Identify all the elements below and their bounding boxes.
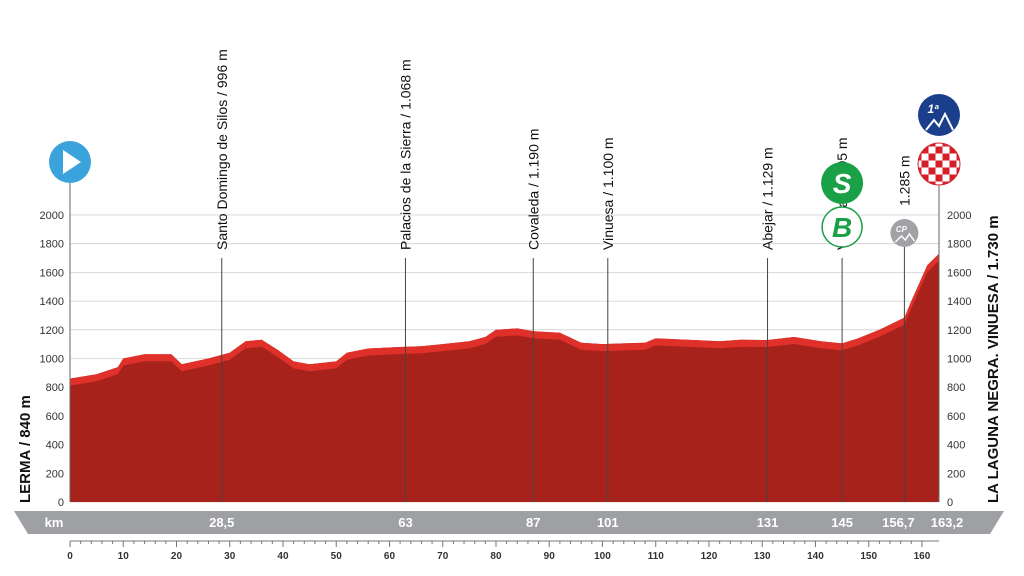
y-tick-label: 600 — [947, 411, 965, 423]
y-tick-label: 800 — [46, 382, 64, 394]
x-tick-label: 130 — [754, 551, 771, 562]
waypoint-label: 1.285 m — [896, 155, 912, 206]
y-tick-label: 600 — [46, 411, 64, 423]
waypoint-labels: Santo Domingo de Silos / 996 m Palacios d… — [214, 49, 913, 250]
x-tick-label: 100 — [594, 551, 611, 562]
y-tick-label: 400 — [947, 440, 965, 452]
x-tick-label: 10 — [118, 551, 130, 562]
profile-area — [70, 253, 939, 502]
y-axis-left: 0 200 400 600 800 1000 1200 1400 1600 1800 2000 — [40, 210, 64, 509]
y-tick-label: 0 — [58, 497, 64, 509]
stage-icons: SB CP 1ª — [49, 94, 961, 248]
km-bar-value: 28,5 — [209, 515, 234, 530]
x-tick-label: 150 — [860, 551, 877, 562]
x-tick-label: 110 — [648, 551, 665, 562]
x-tick-label: 20 — [171, 551, 183, 562]
y-tick-label: 0 — [947, 497, 953, 509]
y-tick-label: 400 — [46, 440, 64, 452]
checkered-flag-icon — [917, 142, 961, 186]
km-bar-value: 101 — [597, 515, 619, 530]
x-axis: 0 10 20 30 40 50 60 70 80 90 100 110 120 130 140 150 160 — [67, 540, 939, 562]
x-tick-label: 0 — [67, 551, 73, 562]
y-tick-label: 1800 — [947, 239, 971, 251]
waypoint-label: Covaleda / 1.190 m — [525, 129, 541, 250]
checkpoint-icon: CP — [890, 219, 919, 247]
start-label: LERMA / 840 m — [17, 395, 34, 503]
km-bar-value: 156,7 — [882, 515, 915, 530]
play-icon — [49, 141, 91, 183]
x-tick-label: 30 — [224, 551, 236, 562]
bonus-icon-letter: B — [832, 212, 852, 243]
x-tick-label: 40 — [277, 551, 289, 562]
y-tick-label: 1200 — [947, 325, 971, 337]
y-tick-label: 1600 — [947, 267, 971, 279]
y-tick-label: 1800 — [40, 239, 64, 251]
km-bar-value: 163,2 — [931, 515, 964, 530]
y-tick-label: 1000 — [40, 354, 64, 366]
y-axis-right: 0 200 400 600 800 1000 1200 1400 1600 1800 2000 — [947, 210, 971, 509]
y-tick-label: 1000 — [947, 354, 971, 366]
y-tick-label: 2000 — [40, 210, 64, 222]
y-tick-label: 800 — [947, 382, 965, 394]
y-tick-label: 1400 — [40, 296, 64, 308]
y-tick-label: 2000 — [947, 210, 971, 222]
x-tick-label: 160 — [914, 551, 931, 562]
x-tick-label: 70 — [437, 551, 449, 562]
km-bar-label: km — [45, 515, 64, 530]
km-bar-background — [14, 511, 1004, 534]
x-tick-label: 80 — [490, 551, 502, 562]
km-bar-value: 87 — [526, 515, 540, 530]
waypoint-label: Vinuesa / 1.100 m — [600, 137, 616, 250]
y-tick-label: 1400 — [947, 296, 971, 308]
x-tick-label: 140 — [807, 551, 824, 562]
x-tick-label: 90 — [544, 551, 556, 562]
waypoint-label: Santo Domingo de Silos / 996 m — [214, 49, 230, 250]
sprint-icon: S — [821, 162, 864, 204]
y-tick-label: 200 — [46, 468, 64, 480]
km-bar-value: 145 — [831, 515, 853, 530]
checkpoint-icon-label: CP — [896, 225, 908, 234]
x-tick-label: 60 — [384, 551, 396, 562]
finish-label: LA LAGUNA NEGRA. VINUESA / 1.730 m — [985, 215, 1002, 503]
y-tick-label: 200 — [947, 468, 965, 480]
elevation-profile — [70, 253, 939, 502]
waypoint-label: Abejar / 1.129 m — [760, 147, 776, 250]
km-bar-value: 63 — [398, 515, 412, 530]
mountain-category-label: 1ª — [927, 102, 939, 116]
y-tick-label: 1200 — [40, 325, 64, 337]
km-bar-value: 131 — [757, 515, 779, 530]
bonus-icon: B — [821, 206, 863, 248]
waypoint-lines — [69, 180, 940, 502]
sprint-icon-letter: S — [833, 168, 852, 199]
x-tick-label: 120 — [701, 551, 718, 562]
mountain-category-icon: 1ª — [918, 94, 960, 136]
x-tick-label: 50 — [331, 551, 343, 562]
km-bar: km 28,5 63 87 101 131 145 156,7 163,2 — [14, 511, 1004, 534]
y-tick-label: 1600 — [40, 267, 64, 279]
waypoint-label: Palacios de la Sierra / 1.068 m — [397, 59, 413, 250]
